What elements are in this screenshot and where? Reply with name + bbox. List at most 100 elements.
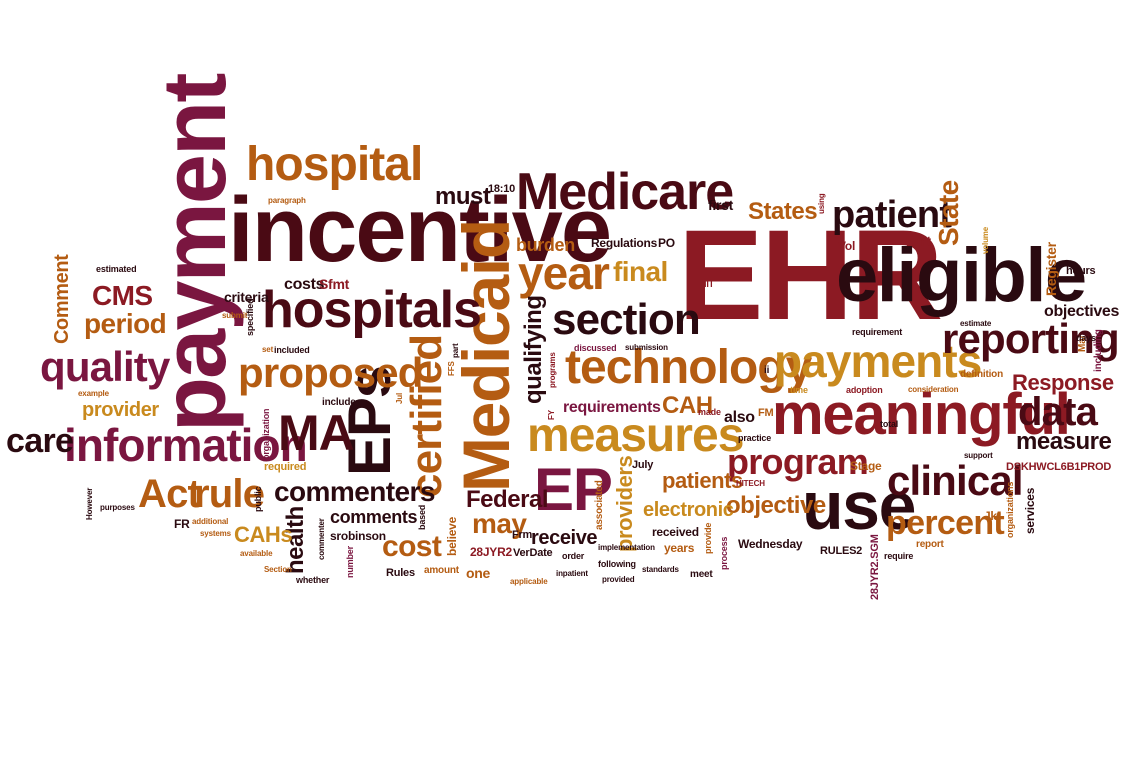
word-act: Act (138, 472, 201, 516)
word-register: Register (1043, 242, 1059, 296)
word-amount: amount (424, 565, 459, 576)
word-wednesday: Wednesday (738, 537, 803, 551)
word-also: also (724, 409, 755, 426)
word-volume: volume (981, 226, 990, 254)
word-report: report (916, 539, 944, 550)
word-clinical: clinical (887, 457, 1024, 504)
word-submit: submit (222, 311, 248, 320)
word-rules: Rules (386, 567, 415, 579)
word-docket: 28JYR2 (470, 545, 512, 559)
word-definition: definition (960, 369, 1003, 380)
word-provided: provided (602, 575, 635, 584)
word-fr: FR (174, 517, 190, 531)
word-hit: HIT (700, 279, 714, 289)
word-estimate: estimate (960, 319, 992, 328)
word-one: one (466, 565, 491, 581)
word-whether: whether (296, 575, 330, 585)
word-set: set (262, 345, 274, 354)
word-based: based (417, 504, 427, 530)
word-federal: Federal (466, 486, 549, 513)
word-hours: hours (1066, 265, 1096, 277)
word-state: State (933, 180, 964, 246)
word-number: number (345, 546, 355, 578)
word-requirements: requirements (563, 399, 661, 416)
word-po: PO (658, 236, 675, 250)
word-regulations: Regulations (591, 236, 658, 250)
word-srobinson: srobinson (330, 529, 386, 543)
word-adoption: adoption (846, 385, 883, 395)
word-measures: measures (527, 409, 744, 462)
word-systems: systems (200, 529, 231, 538)
word-ffs: FFS (447, 361, 456, 376)
word-objective: objective (726, 492, 826, 519)
word-year: year (518, 247, 610, 299)
word-process: process (719, 536, 729, 570)
word-proposed: proposed (238, 349, 423, 396)
word-associated: associated (594, 480, 605, 530)
word-support: support (964, 451, 993, 460)
word-july: July (632, 459, 654, 471)
word-patient: patient (832, 194, 952, 236)
word-available: available (240, 549, 273, 558)
word-dsk: DSKHWCL6B1PROD (1006, 461, 1112, 473)
word-burden: burden (516, 235, 575, 255)
word-use: use (802, 468, 916, 544)
word-cahs: CAHs (234, 522, 293, 547)
word-frm: Frm (512, 529, 533, 541)
word-meaningful: meaningful (772, 382, 1071, 447)
word-meet: meet (690, 569, 713, 580)
word-patients: patients (662, 468, 743, 493)
word-eligible: eligible (836, 233, 1087, 318)
word-purposes: purposes (100, 503, 135, 512)
word-verdate: VerDate (513, 547, 553, 559)
word-estimated: estimated (96, 264, 137, 274)
word-cost: cost (382, 530, 442, 563)
word-objectives: objectives (1044, 303, 1120, 320)
word-receive: receive (531, 527, 598, 549)
word-provide: provide (703, 522, 713, 554)
word-must: must (435, 183, 491, 210)
word-percent: percent (886, 504, 1005, 542)
word-comment: Comment (51, 254, 73, 344)
word-sgm: 28JYR2.SGM (869, 534, 881, 600)
word-hitech: HITECH (736, 479, 765, 488)
word-reporting: reporting (942, 315, 1120, 362)
word-additional: additional (192, 517, 229, 526)
word-states: States (748, 198, 818, 225)
word-care: care (6, 422, 74, 460)
word-applicable: applicable (510, 577, 548, 586)
word-implementation: implementation (598, 543, 655, 552)
word-fy: FY (547, 410, 556, 420)
word-hospitals: hospitals (262, 281, 482, 339)
word-using: using (817, 193, 826, 214)
word-days: days (1076, 333, 1096, 343)
word-vol: Vol (838, 239, 856, 253)
word-stage: Stage (850, 459, 882, 473)
word-ma: MA (278, 405, 355, 461)
word-jkt: Jkt (984, 509, 1001, 523)
word-ehr: EHR (678, 204, 943, 347)
word-required: required (264, 461, 307, 473)
word-information: information (64, 419, 308, 471)
word-quality: quality (40, 343, 170, 390)
word-inpatient: inpatient (556, 569, 588, 578)
word-ii: ii (764, 365, 770, 376)
word-hospital: hospital (246, 138, 423, 191)
word-rules2: RULES2 (820, 545, 863, 557)
word-consideration: consideration (908, 385, 959, 394)
word-specified: specified (245, 298, 255, 336)
word-first: first (708, 197, 734, 213)
word-requirement: requirement (852, 327, 903, 337)
word-rule: rule (194, 472, 265, 516)
word-believe: believe (445, 516, 459, 556)
word-public: public (253, 486, 263, 512)
word-section: section (552, 295, 701, 344)
word-services: services (1023, 487, 1037, 534)
word-payments: payments (774, 335, 982, 387)
word-commenters: commenters (274, 476, 435, 507)
word-standards: standards (642, 565, 679, 574)
word-ep: EP (534, 456, 613, 523)
word-total: total (880, 419, 899, 429)
word-cah: CAH (662, 392, 713, 419)
